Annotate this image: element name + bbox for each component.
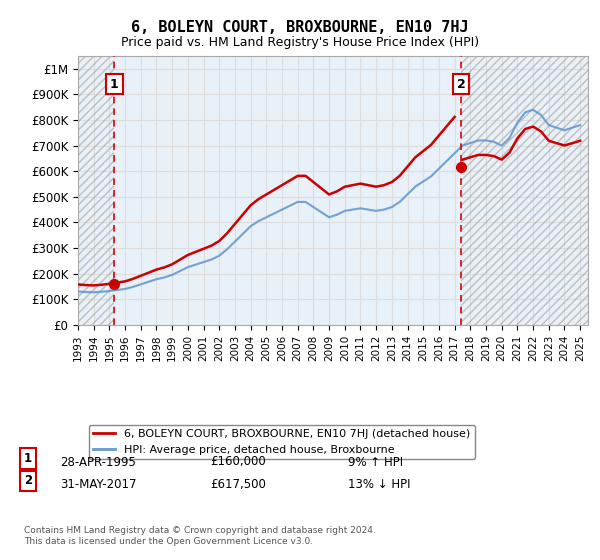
Text: 6, BOLEYN COURT, BROXBOURNE, EN10 7HJ: 6, BOLEYN COURT, BROXBOURNE, EN10 7HJ — [131, 20, 469, 35]
Text: Contains HM Land Registry data © Crown copyright and database right 2024.
This d: Contains HM Land Registry data © Crown c… — [24, 526, 376, 546]
Text: 2: 2 — [457, 78, 466, 91]
Legend: 6, BOLEYN COURT, BROXBOURNE, EN10 7HJ (detached house), HPI: Average price, deta: 6, BOLEYN COURT, BROXBOURNE, EN10 7HJ (d… — [89, 424, 475, 459]
Text: 2: 2 — [24, 474, 32, 487]
Text: £160,000: £160,000 — [210, 455, 266, 469]
Text: £617,500: £617,500 — [210, 478, 266, 491]
Text: 13% ↓ HPI: 13% ↓ HPI — [348, 478, 410, 491]
Text: 1: 1 — [110, 78, 119, 91]
Bar — [78, 56, 115, 325]
Text: 1: 1 — [24, 452, 32, 465]
Text: Price paid vs. HM Land Registry's House Price Index (HPI): Price paid vs. HM Land Registry's House … — [121, 36, 479, 49]
Bar — [461, 56, 588, 325]
Text: 28-APR-1995: 28-APR-1995 — [60, 455, 136, 469]
Text: 9% ↑ HPI: 9% ↑ HPI — [348, 455, 403, 469]
Text: 31-MAY-2017: 31-MAY-2017 — [60, 478, 137, 491]
